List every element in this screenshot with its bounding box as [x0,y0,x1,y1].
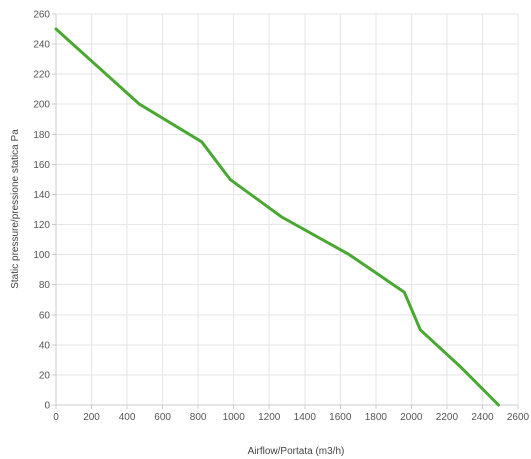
y-axis-ticks: 0 20 40 60 80 100 120 140 160 180 200 220 240 260 [33,10,56,412]
x-tick-label: 1400 [294,412,317,423]
y-tick-label: 120 [33,220,50,231]
y-tick-label: 180 [33,130,50,141]
series-line-0 [54,27,500,407]
y-tick-label: 20 [39,370,51,381]
x-tick-label: 1000 [223,412,246,423]
x-tick-label: 1800 [365,412,388,423]
y-tick-label: 100 [33,250,50,261]
x-tick-label: 2000 [400,412,423,423]
y-tick-label: 220 [33,70,50,81]
x-tick-label: 600 [154,412,171,423]
series-group [54,27,500,407]
y-tick-label: 0 [44,401,50,412]
x-axis-label: Airflow/Portata (m3/h) [248,446,345,457]
x-axis-ticks: 0 200 400 600 800 1000 1200 1400 1600 1800 2000 220… [53,405,530,423]
y-tick-label: 200 [33,100,50,111]
grid [55,13,519,406]
x-tick-label: 0 [53,412,59,423]
x-tick-label: 800 [190,412,207,423]
y-tick-label: 140 [33,190,50,201]
y-axis-label: Static pressure/pressione statica Pa [10,129,21,289]
x-tick-label: 2200 [436,412,459,423]
y-tick-label: 40 [39,340,51,351]
y-tick-label: 240 [33,40,50,51]
y-tick-label: 80 [39,280,51,291]
y-tick-label: 60 [39,310,51,321]
axes [55,14,518,406]
x-tick-label: 400 [119,412,136,423]
y-tick-label: 160 [33,160,50,171]
x-tick-label: 2400 [471,412,494,423]
y-tick-label: 260 [33,10,50,21]
x-tick-label: 1200 [258,412,281,423]
x-tick-label: 200 [83,412,100,423]
x-tick-label: 1600 [329,412,352,423]
x-tick-label: 2600 [507,412,530,423]
